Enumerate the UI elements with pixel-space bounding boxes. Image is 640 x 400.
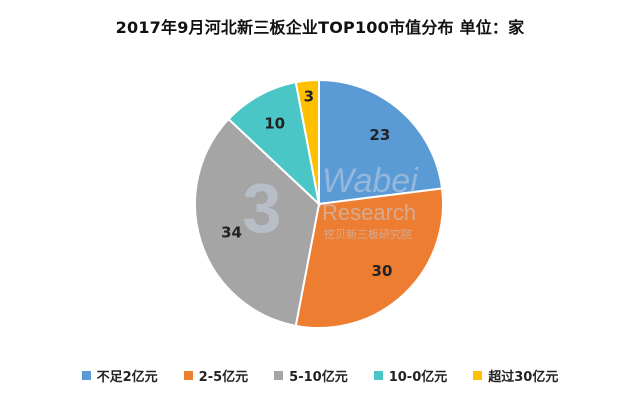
watermark-cn: 挖贝新三板研究院 [324,227,412,241]
legend-swatch [183,371,193,380]
legend-swatch [274,371,284,380]
pie-slice-5 [294,78,320,205]
pie-slice-4 [227,81,321,207]
data-label-4: 10 [264,114,285,132]
legend-swatch [373,371,383,380]
data-label-2: 30 [372,262,393,280]
pie-slices [194,78,444,329]
legend-label: 2-5亿元 [198,370,249,385]
watermark: 3 Wabei Research 挖贝新三板研究院 [243,162,420,247]
data-label-3: 34 [221,223,242,241]
pie-slice-1 [318,78,444,206]
chart-title: 2017年9月河北新三板企业TOP100市值分布 单位：家 [115,18,525,37]
legend-item-5: 超过30亿元 [473,366,558,385]
legend-swatch [473,371,483,380]
watermark-logo: 3 [243,169,282,247]
pie-slice-3 [194,117,321,327]
legend-label: 超过30亿元 [488,370,559,385]
watermark-brand: Wabei [322,162,419,200]
pie-data-labels: 23 30 34 10 3 [221,87,392,280]
pie-slice-2 [294,187,444,329]
watermark-sub: Research [322,200,416,225]
legend-label: 10-0亿元 [388,370,448,385]
legend-swatch [81,371,91,380]
legend-item-1: 不足2亿元 [81,366,158,385]
data-label-5: 3 [304,87,314,105]
legend-label: 5-10亿元 [289,370,348,385]
legend: 不足2亿元 2-5亿元 5-10亿元 10-0亿元 超过30亿元 [0,366,640,385]
legend-item-4: 10-0亿元 [373,366,448,385]
legend-label: 不足2亿元 [96,370,158,385]
data-label-1: 23 [369,126,390,144]
legend-item-2: 2-5亿元 [183,366,249,385]
legend-item-3: 5-10亿元 [274,366,348,385]
